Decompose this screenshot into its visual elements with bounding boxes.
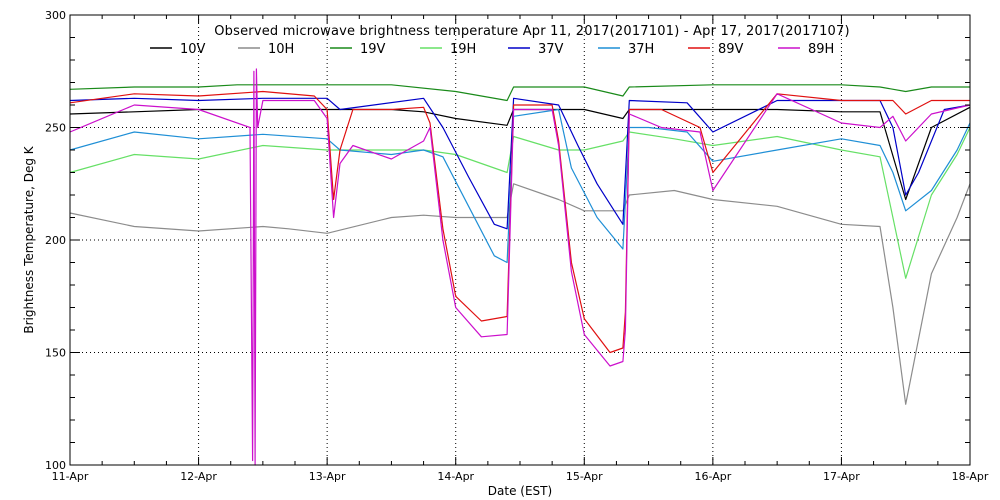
x-tick-label: 18-Apr [952, 470, 989, 483]
series-line-89h [69, 68, 971, 466]
x-tick-label: 15-Apr [566, 470, 603, 483]
y-axis-label: Brightness Temperature, Deg K [22, 145, 36, 333]
x-tick-label: 12-Apr [180, 470, 217, 483]
legend-label-10h: 10H [268, 42, 294, 57]
y-tick-label: 150 [45, 347, 66, 360]
x-axis-label: Date (EST) [488, 484, 552, 498]
legend-label-89h: 89H [808, 42, 834, 57]
y-tick-label: 200 [45, 234, 66, 247]
tick-layer: 11-Apr 12-Apr 13-Apr 14-Apr 15-Apr 16-Apr 17-A… [45, 9, 989, 483]
y-tick-label: 100 [45, 459, 66, 472]
series-line-19h [69, 127, 971, 279]
x-tick-label: 11-Apr [52, 470, 89, 483]
series-line-19v [69, 84, 970, 102]
legend-label-89v: 89V [718, 42, 744, 57]
series-layer [69, 68, 971, 466]
legend-label-19h: 19H [450, 42, 476, 57]
x-tick-label: 17-Apr [823, 470, 860, 483]
x-tick-label: 13-Apr [309, 470, 346, 483]
legend-label-19v: 19V [360, 42, 386, 57]
legend-label-10v: 10V [180, 42, 206, 57]
y-tick-label: 250 [45, 122, 66, 135]
series-line-37v [69, 97, 971, 230]
y-tick-label: 300 [45, 9, 66, 22]
x-tick-label: 14-Apr [437, 470, 474, 483]
x-tick-label: 16-Apr [694, 470, 731, 483]
legend-label-37h: 37H [628, 42, 654, 57]
series-line-37h [69, 108, 971, 264]
series-line-10h [69, 183, 971, 405]
grid-layer [70, 15, 970, 465]
chart-title: Observed microwave brightness temperatur… [214, 24, 850, 39]
legend-label-37v: 37V [538, 42, 564, 57]
legend: 10V 10H 19V 19H 37V 37H 89V 89H [150, 42, 834, 57]
series-line-89v [69, 90, 970, 354]
